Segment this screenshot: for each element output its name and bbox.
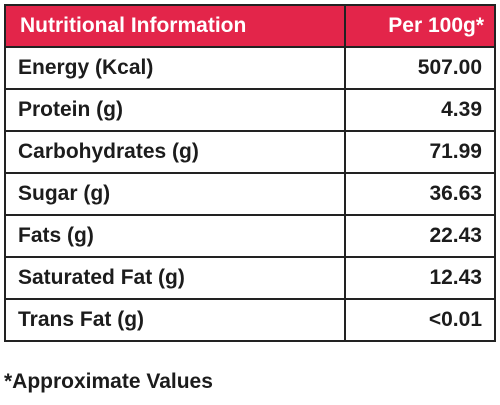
footnote-approximate-values: *Approximate Values [4, 370, 213, 393]
row-label-sugar: Sugar (g) [4, 172, 346, 216]
nutrition-table: Nutritional Information Per 100g* Energy… [4, 4, 496, 342]
row-value-saturated-fat: 12.43 [344, 256, 496, 300]
row-value-sugar: 36.63 [344, 172, 496, 216]
header-nutritional-information: Nutritional Information [4, 4, 346, 48]
table-row-fats: Fats (g) 22.43 [4, 214, 496, 258]
header-per-100g: Per 100g* [344, 4, 496, 48]
row-value-carbohydrates: 71.99 [344, 130, 496, 174]
row-value-fats: 22.43 [344, 214, 496, 258]
table-header-row: Nutritional Information Per 100g* [4, 4, 496, 48]
table-row-trans-fat: Trans Fat (g) <0.01 [4, 298, 496, 342]
table-row-protein: Protein (g) 4.39 [4, 88, 496, 132]
row-value-protein: 4.39 [344, 88, 496, 132]
table-row-carbohydrates: Carbohydrates (g) 71.99 [4, 130, 496, 174]
row-value-energy: 507.00 [344, 46, 496, 90]
row-label-saturated-fat: Saturated Fat (g) [4, 256, 346, 300]
table-row-sugar: Sugar (g) 36.63 [4, 172, 496, 216]
row-value-trans-fat: <0.01 [344, 298, 496, 342]
row-label-energy: Energy (Kcal) [4, 46, 346, 90]
row-label-trans-fat: Trans Fat (g) [4, 298, 346, 342]
row-label-carbohydrates: Carbohydrates (g) [4, 130, 346, 174]
row-label-protein: Protein (g) [4, 88, 346, 132]
table-row-energy: Energy (Kcal) 507.00 [4, 46, 496, 90]
row-label-fats: Fats (g) [4, 214, 346, 258]
table-row-saturated-fat: Saturated Fat (g) 12.43 [4, 256, 496, 300]
